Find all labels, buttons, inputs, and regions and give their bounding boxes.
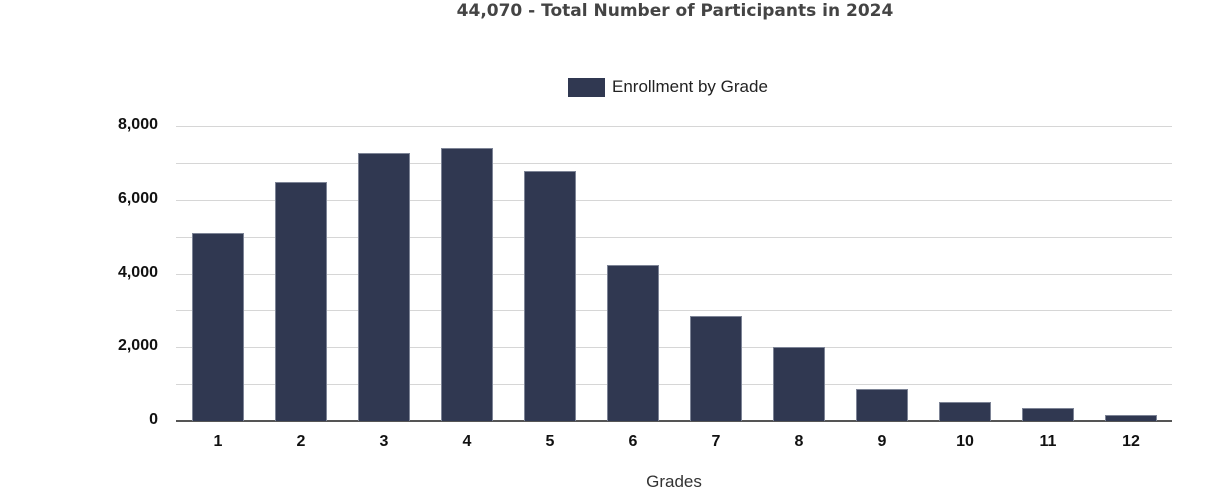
legend-label: Enrollment by Grade <box>612 77 768 96</box>
gridline <box>176 237 1172 238</box>
x-tick-label: 6 <box>628 433 638 450</box>
x-tick-label: 9 <box>877 433 887 450</box>
x-tick-label: 11 <box>1039 433 1057 450</box>
gridline <box>176 347 1172 348</box>
y-tick-label: 6,000 <box>117 190 158 207</box>
x-tick-label: 7 <box>711 433 721 450</box>
y-tick-label: 8,000 <box>117 116 158 133</box>
bar-grade-4[interactable] <box>441 148 493 421</box>
bar-grade-1[interactable] <box>192 233 244 421</box>
x-axis-line <box>176 420 1172 422</box>
legend[interactable]: Enrollment by Grade <box>568 77 768 97</box>
gridline <box>176 200 1172 201</box>
gridline <box>176 126 1172 127</box>
x-axis-label: Grades <box>646 472 702 491</box>
x-tick-label: 10 <box>956 433 974 450</box>
x-tick-label: 1 <box>213 433 223 450</box>
y-tick-label: 4,000 <box>117 264 158 281</box>
x-tick-label: 4 <box>462 433 472 450</box>
bar-grade-2[interactable] <box>275 182 327 421</box>
x-tick-label: 3 <box>379 433 389 450</box>
gridline <box>176 163 1172 164</box>
bar-grade-12[interactable] <box>1105 415 1157 421</box>
y-tick-label: 2,000 <box>117 337 158 354</box>
legend-swatch <box>568 77 605 97</box>
x-tick-label: 12 <box>1122 433 1140 450</box>
x-tick-label: 5 <box>545 433 555 450</box>
bar-grade-6[interactable] <box>607 265 659 421</box>
chart-title: 44,070 - Total Number of Participants in… <box>456 1 894 21</box>
gridline <box>176 384 1172 385</box>
bar-grade-9[interactable] <box>856 389 908 421</box>
bar-grade-10[interactable] <box>939 402 991 421</box>
x-tick-label: 2 <box>296 433 306 450</box>
bar-grade-8[interactable] <box>773 347 825 421</box>
bar-grade-7[interactable] <box>690 316 742 421</box>
bar-grade-11[interactable] <box>1022 408 1074 421</box>
bar-grade-3[interactable] <box>358 153 410 421</box>
x-tick-label: 8 <box>794 433 804 450</box>
bar-grade-5[interactable] <box>524 171 576 421</box>
y-tick-label: 0 <box>149 411 158 428</box>
gridline <box>176 274 1172 275</box>
gridline <box>176 310 1172 311</box>
